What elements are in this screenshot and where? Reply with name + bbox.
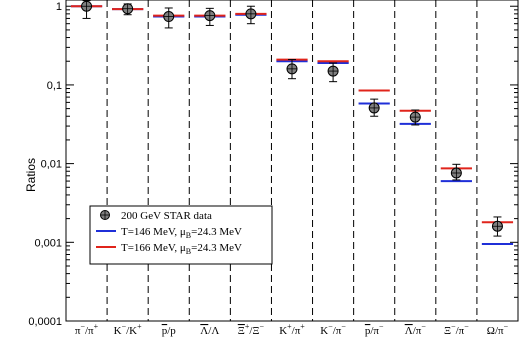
x-tick-label: K−/π− [320,322,346,337]
y-tick-label: 0,1 [47,80,62,92]
legend-entry-t166: T=166 MeV, μB=24.3 MeV [121,242,242,256]
legend-entry-star: 200 GeV STAR data [121,210,212,222]
x-tick-labels: π−/π+ K−/K+ p/p Λ/Λ Ξ+/Ξ− K+/π+ K−/π− p/π− Λ/π− Ξ… [75,322,509,337]
y-tick-label: 0,0001 [28,316,62,328]
x-tick-label: π−/π+ [75,322,99,337]
x-tick-label: p/p [162,325,177,337]
x-tick-label: Λ/π− [405,322,427,337]
x-tick-label: K+/π+ [279,322,305,337]
x-tick-label: Ξ−/π− [444,322,469,337]
x-tick-label: Λ/Λ [200,325,219,337]
y-tick-label: 1 [56,1,62,13]
y-tick-label: 0,01 [41,159,62,171]
x-tick-label: p/π− [365,322,384,337]
axis-ticks [66,5,518,322]
legend-box [89,205,273,265]
y-axis-label: Ratios [24,158,38,192]
legend-entry-t146: T=146 MeV, μB=24.3 MeV [121,226,242,240]
legend-marks [96,210,116,248]
y-tick-labels: 0,0001 0,001 0,01 0,1 1 [28,1,62,328]
x-tick-label: Ω/π− [487,322,509,337]
y-tick-label: 0,001 [34,237,62,249]
data-marks [70,0,514,246]
x-tick-label: K−/K+ [114,322,142,337]
legend: 200 GeV STAR data T=146 MeV, μB=24.3 MeV… [89,205,273,265]
category-separators [106,0,478,321]
x-tick-label: Ξ+/Ξ− [238,322,265,337]
plot-frame [65,0,519,322]
